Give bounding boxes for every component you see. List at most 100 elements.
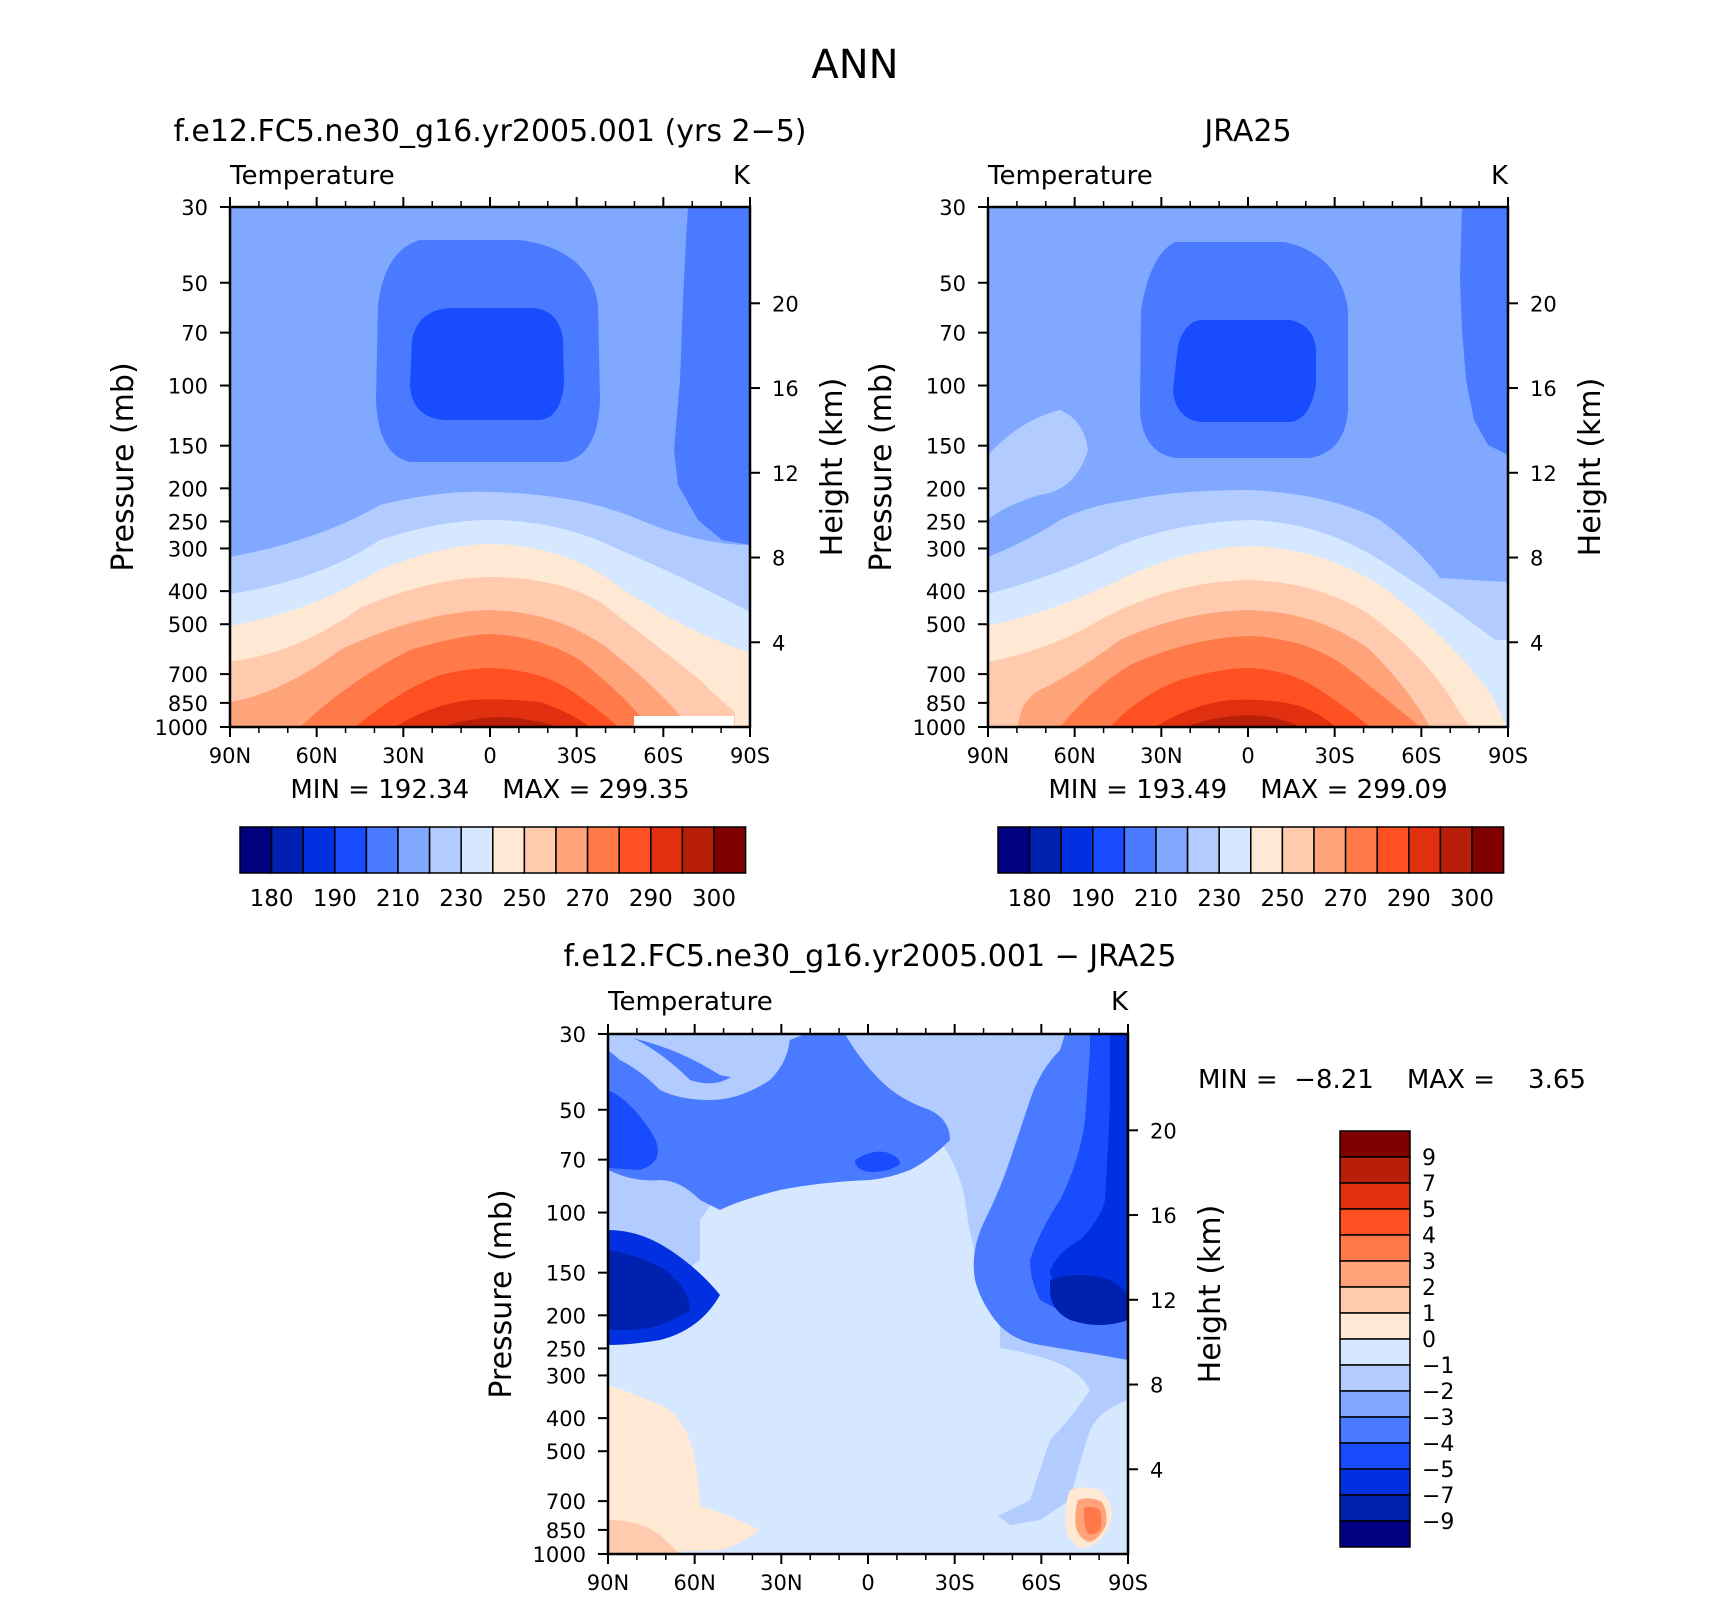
- model-height-tick-label: 8: [772, 547, 785, 571]
- model-colorbar-tick-label: 300: [692, 886, 736, 912]
- model-colorbar-swatch: [555, 826, 589, 874]
- model-colorbar-swatch: [428, 826, 462, 874]
- obs-tick-marks: [978, 197, 1518, 737]
- diff-colorbar-swatch: [1339, 1390, 1411, 1418]
- obs-panel: JRA25 Temperature K 30507010015020025030…: [864, 114, 1608, 912]
- obs-colorbar-swatch: [1408, 826, 1442, 874]
- obs-height-tick-label: 20: [1530, 292, 1557, 316]
- model-minmax-gap: [469, 775, 502, 805]
- diff-pressure-tick-label: 1000: [533, 1543, 586, 1567]
- diff-colorbar-swatch: [1339, 1182, 1411, 1210]
- model-colorbar-swatch: [270, 826, 304, 874]
- diff-colorbar-swatch: [1339, 1520, 1411, 1548]
- obs-colorbar-tick-label: 250: [1260, 886, 1304, 912]
- obs-contour-200-core: [1173, 320, 1316, 422]
- obs-latitude-tick-labels: 90N 60N 30N 0 30S 60S 90S: [967, 744, 1528, 768]
- model-min-equals: =: [340, 775, 378, 805]
- obs-latitude-tick-label: 90N: [967, 744, 1009, 768]
- obs-colorbar-tick-label: 270: [1324, 886, 1368, 912]
- model-latitude-tick-label: 60S: [643, 744, 683, 768]
- diff-colorbar-swatch: [1339, 1234, 1411, 1262]
- model-pressure-tick-label: 700: [168, 663, 208, 687]
- model-tick-marks: [220, 197, 760, 737]
- diff-latitude-tick-label: 30S: [935, 1571, 975, 1595]
- obs-colorbar-swatch: [1281, 826, 1315, 874]
- diff-height-tick-labels: 20 16 12 8 4: [1150, 1119, 1177, 1482]
- diff-units-label: K: [1111, 987, 1129, 1017]
- diff-left-axis-title: Pressure (mb): [484, 1189, 519, 1398]
- model-right-axis-title: Height (km): [815, 378, 850, 557]
- model-contour-295: [395, 699, 590, 727]
- obs-pressure-tick-label: 1000: [913, 716, 966, 740]
- diff-height-tick-label: 20: [1150, 1119, 1177, 1143]
- diff-colorbar-swatch: [1339, 1130, 1411, 1158]
- model-height-tick-label: 20: [772, 292, 799, 316]
- model-colorbar-swatch: [681, 826, 715, 874]
- obs-pressure-tick-label: 30: [939, 196, 966, 220]
- obs-colorbar-swatch: [1028, 826, 1062, 874]
- model-colorbar-swatch: [239, 826, 273, 874]
- model-colorbar-labels: 180 190 210 230 250 270 290 300: [250, 886, 736, 912]
- diff-colorbar-tick-label: 0: [1422, 1328, 1436, 1353]
- diff-colorbar-tick-label: −1: [1422, 1354, 1454, 1379]
- diff-contour-minus4-eye: [855, 1151, 900, 1172]
- obs-pressure-tick-label: 200: [926, 477, 966, 501]
- diff-colorbar-tick-label: −5: [1422, 1458, 1454, 1483]
- diff-colorbar-tick-label: 9: [1422, 1146, 1436, 1171]
- obs-min-label: MIN: [1048, 775, 1098, 805]
- model-colorbar-tick-label: 180: [250, 886, 294, 912]
- obs-colorbar-swatch: [1155, 826, 1189, 874]
- obs-height-tick-label: 16: [1530, 377, 1557, 401]
- obs-colorbar: [997, 826, 1505, 874]
- diff-colorbar-tick-label: −4: [1422, 1432, 1454, 1457]
- diff-colorbar-tick-label: −2: [1422, 1380, 1454, 1405]
- diff-contour-plus4-south: [1083, 1506, 1102, 1535]
- model-colorbar: [239, 826, 747, 874]
- diff-pressure-tick-label: 300: [546, 1364, 586, 1388]
- obs-max-label: MAX: [1260, 775, 1318, 805]
- model-pressure-tick-label: 200: [168, 477, 208, 501]
- obs-colorbar-swatch: [1376, 826, 1410, 874]
- model-min-label: MIN: [290, 775, 340, 805]
- diff-contour-minus7-north: [608, 1250, 690, 1330]
- diff-contour-minus2-notch: [608, 1034, 790, 1100]
- model-colorbar-swatch: [618, 826, 652, 874]
- obs-latitude-tick-label: 90S: [1488, 744, 1528, 768]
- diff-pressure-tick-label: 150: [546, 1262, 586, 1286]
- model-height-tick-label: 16: [772, 377, 799, 401]
- diff-variable-label: Temperature: [607, 987, 773, 1017]
- diff-latitude-tick-label: 30N: [760, 1571, 802, 1595]
- diff-colorbar-swatch: [1339, 1286, 1411, 1314]
- obs-pressure-tick-label: 50: [939, 272, 966, 296]
- diff-height-tick-label: 8: [1150, 1374, 1163, 1398]
- obs-latitude-tick-label: 0: [1241, 744, 1254, 768]
- model-latitude-tick-label: 0: [483, 744, 496, 768]
- model-pressure-tick-label: 500: [168, 613, 208, 637]
- model-pressure-tick-label: 300: [168, 537, 208, 561]
- obs-contour-220-left: [988, 410, 1088, 520]
- obs-colorbar-swatch: [1471, 826, 1505, 874]
- obs-minmax-gap: [1227, 775, 1260, 805]
- obs-pressure-tick-label: 250: [926, 510, 966, 534]
- obs-colorbar-tick-label: 300: [1450, 886, 1494, 912]
- diff-contour-zero-tropical-belt: [608, 1385, 700, 1520]
- diff-colorbar-tick-label: 2: [1422, 1276, 1436, 1301]
- obs-min-value: 193.49: [1136, 775, 1227, 805]
- obs-min-equals: =: [1098, 775, 1136, 805]
- obs-colorbar-swatch: [1344, 826, 1378, 874]
- obs-max-equals: =: [1318, 775, 1356, 805]
- model-colorbar-swatch: [397, 826, 431, 874]
- obs-colorbar-tick-label: 230: [1197, 886, 1241, 912]
- diff-colorbar-tick-label: 5: [1422, 1198, 1436, 1223]
- model-pressure-tick-label: 100: [168, 375, 208, 399]
- model-height-tick-label: 4: [772, 631, 785, 655]
- diff-contour-field: [608, 1034, 1128, 1554]
- model-left-axis-title: Pressure (mb): [106, 362, 141, 571]
- obs-height-tick-label: 12: [1530, 462, 1557, 486]
- model-colorbar-tick-label: 210: [376, 886, 420, 912]
- model-pressure-tick-label: 850: [168, 692, 208, 716]
- obs-left-axis-title: Pressure (mb): [864, 362, 899, 571]
- diff-colorbar-tick-label: −3: [1422, 1406, 1454, 1431]
